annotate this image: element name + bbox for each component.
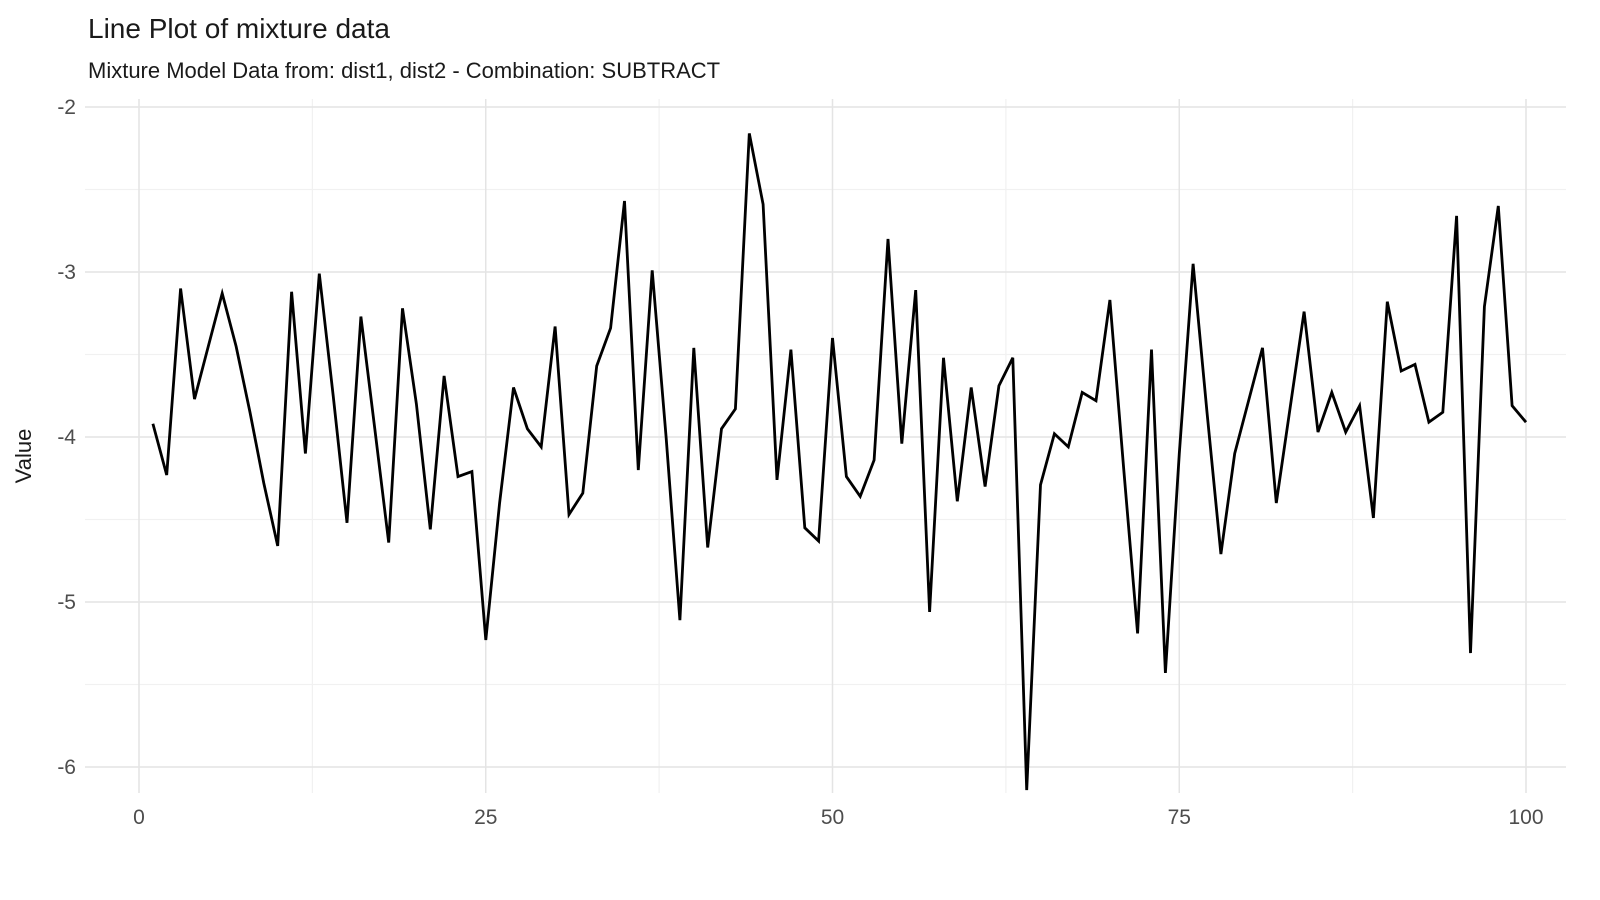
chart-subtitle: Mixture Model Data from: dist1, dist2 - … <box>88 58 721 83</box>
y-axis-title: Value <box>11 428 36 484</box>
y-tick-label: -6 <box>57 756 76 779</box>
chart-title: Line Plot of mixture data <box>88 13 390 44</box>
x-tick-label: 75 <box>1168 806 1191 829</box>
x-tick-label: 0 <box>133 806 145 829</box>
y-tick-label: -2 <box>57 96 76 119</box>
data-line <box>151 133 1528 791</box>
y-tick-label: -4 <box>57 426 76 449</box>
y-tick-label: -3 <box>57 261 76 284</box>
y-tick-label: -5 <box>57 591 76 614</box>
x-tick-label: 50 <box>821 806 844 829</box>
x-tick-label: 100 <box>1508 806 1543 829</box>
x-tick-label: 25 <box>474 806 497 829</box>
